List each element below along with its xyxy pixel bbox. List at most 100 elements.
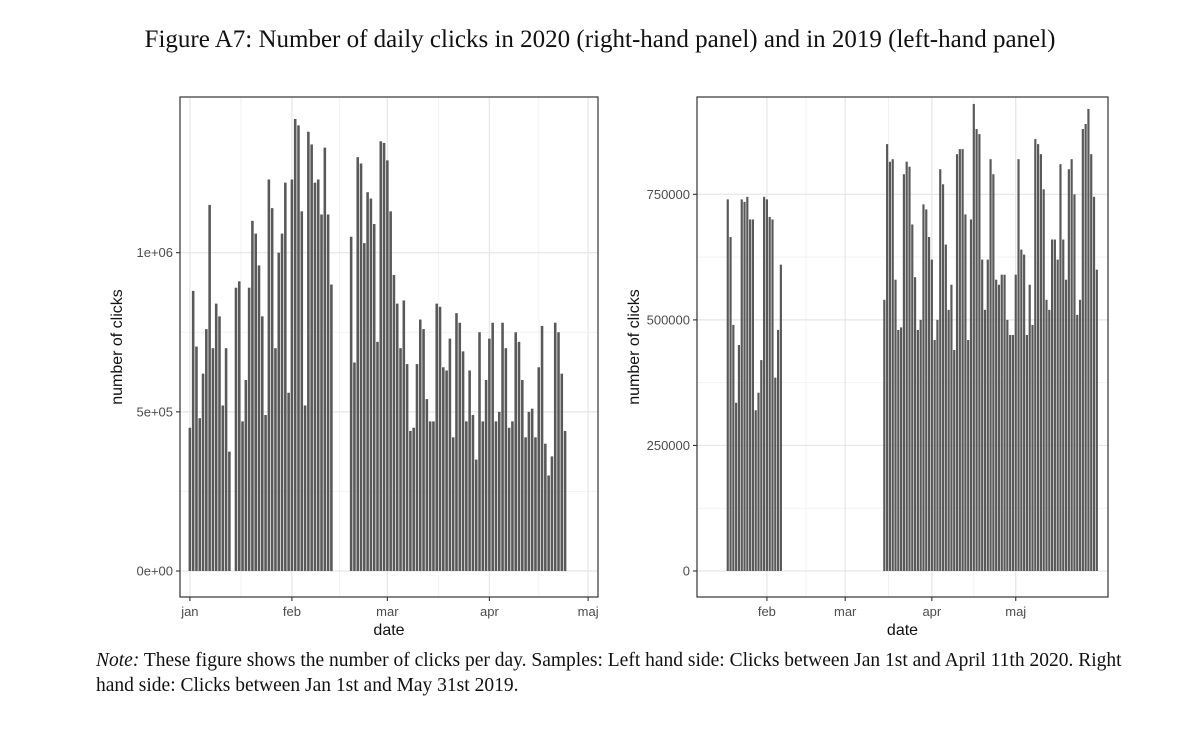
bar (563, 430, 567, 571)
bar (1014, 274, 1017, 571)
bar (908, 166, 911, 571)
bar (1090, 154, 1093, 571)
bar (888, 161, 892, 571)
bar (894, 279, 897, 571)
bar (402, 300, 406, 571)
bar (537, 367, 541, 571)
bar (1009, 334, 1012, 571)
bar (527, 411, 531, 571)
bar (1070, 159, 1073, 571)
bar (418, 319, 422, 571)
bar (511, 421, 514, 571)
bar (261, 316, 264, 571)
y-tick-label: 500000 (647, 312, 690, 327)
bar (323, 147, 327, 571)
bar (981, 259, 984, 571)
x-axis-title: date (373, 622, 404, 639)
bar (415, 364, 419, 571)
bar (442, 367, 445, 571)
bar (359, 163, 363, 571)
bar (1028, 284, 1031, 571)
bar (438, 306, 442, 571)
bar (550, 456, 554, 571)
bar (1048, 309, 1051, 571)
bar (746, 196, 749, 571)
bar (320, 214, 323, 572)
bar (435, 303, 439, 571)
bar (1087, 108, 1090, 572)
bar (992, 174, 995, 572)
bar (432, 421, 435, 571)
bar (491, 322, 494, 571)
bar (234, 287, 238, 571)
bar (316, 179, 320, 572)
bar (376, 341, 379, 571)
bar (941, 184, 945, 572)
bar (1031, 324, 1034, 571)
bar (205, 329, 208, 571)
figure-note: Note: These figure shows the number of c… (96, 648, 1136, 698)
bar (972, 103, 975, 572)
bar (211, 348, 215, 571)
bar (763, 196, 766, 571)
y-tick-label: 0 (683, 564, 690, 579)
bar (933, 339, 936, 571)
bar (195, 346, 198, 571)
bar (254, 233, 257, 571)
bar (356, 157, 360, 571)
bar (287, 392, 290, 571)
bar (379, 141, 383, 571)
bar (366, 192, 369, 571)
bar (451, 437, 455, 571)
bar (1037, 144, 1040, 572)
bar (481, 421, 485, 571)
bar (900, 327, 903, 571)
bar (751, 219, 755, 571)
x-tick-label: apr (922, 604, 941, 619)
bar (1023, 254, 1026, 571)
bar (514, 332, 517, 571)
bar (1053, 239, 1056, 571)
bar (264, 415, 267, 571)
y-tick-label: 1e+06 (136, 245, 173, 260)
bar (776, 329, 780, 571)
bar (1073, 194, 1076, 571)
bar (372, 224, 376, 572)
bar (471, 415, 475, 571)
bar (218, 316, 221, 571)
bar (214, 303, 218, 571)
bar (925, 209, 928, 571)
bar (735, 402, 738, 571)
bar (1042, 189, 1045, 571)
bar (911, 224, 914, 571)
bar (284, 182, 287, 571)
bar (497, 411, 501, 571)
bar (277, 252, 281, 571)
bar (1062, 239, 1065, 571)
y-tick-label: 5e+05 (136, 404, 173, 419)
bar (958, 149, 961, 571)
bar (1050, 239, 1054, 571)
bar (939, 169, 942, 571)
bar (765, 199, 768, 572)
bar (247, 287, 251, 571)
bar (409, 430, 412, 571)
bar (969, 219, 973, 571)
bar (389, 211, 392, 571)
y-tick-label: 250000 (647, 438, 690, 453)
bar (1011, 334, 1015, 571)
bar (412, 427, 415, 571)
bar (757, 392, 760, 571)
bar (1017, 159, 1020, 571)
x-tick-label: jan (180, 604, 198, 619)
bar (964, 214, 967, 572)
bar (936, 319, 939, 571)
bar (455, 313, 458, 571)
bar (280, 233, 284, 571)
bar (553, 322, 557, 571)
bar (737, 345, 741, 571)
bar (474, 459, 478, 571)
bar (484, 380, 488, 571)
bar (326, 214, 330, 572)
